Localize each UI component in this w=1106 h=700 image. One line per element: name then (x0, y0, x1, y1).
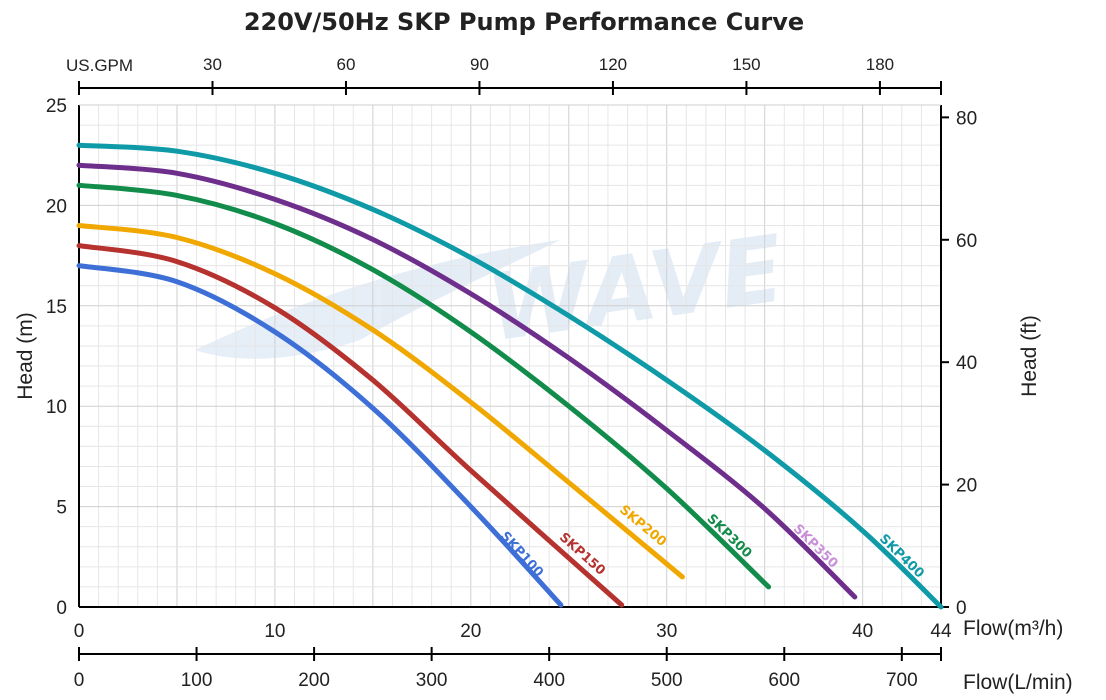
x-lpm-tick-label: 500 (651, 670, 683, 691)
x-top-axis-label: US.GPM (66, 56, 133, 75)
x-gpm-tick-label: 180 (866, 55, 894, 74)
curve-skp100 (76, 263, 564, 608)
x-tick-label: 10 (264, 621, 285, 642)
x-gpm-tick-label: 90 (470, 55, 489, 74)
x-tick-label: 44 (930, 621, 952, 642)
curve-label-skp100: SKP100 (497, 529, 546, 581)
x-tick-label: 40 (852, 621, 873, 642)
y-right-tick-label: 20 (956, 476, 977, 497)
x-lpm-tick-label: 700 (886, 670, 918, 691)
x-gpm-tick-label: 120 (599, 55, 627, 74)
x-lpm-tick-label: 400 (533, 670, 565, 691)
x-axis-label: Flow(m³/h) (963, 617, 1063, 640)
y-left-tick-label: 20 (46, 196, 67, 217)
curve-label-skp300: SKP300 (704, 512, 755, 562)
y-left-tick-label: 25 (46, 96, 67, 117)
curve-skp350 (76, 162, 858, 600)
x-secondary-axis-label: Flow(L/min) (963, 671, 1073, 694)
y-left-tick-label: 0 (56, 598, 67, 619)
x-gpm-tick-label: 150 (732, 55, 760, 74)
y-right-tick-label: 80 (956, 108, 977, 129)
curves (76, 142, 944, 610)
x-tick-label: 30 (656, 621, 677, 642)
y-axis-left-label: Head (m) (14, 312, 37, 400)
curve-skp300 (76, 182, 772, 590)
x-gpm-tick-label: 30 (203, 55, 222, 74)
x-lpm-tick-label: 300 (416, 670, 448, 691)
curve-skp400 (76, 142, 944, 610)
y-right-tick-label: 60 (956, 231, 977, 252)
x-lpm-tick-label: 100 (181, 670, 213, 691)
y-left-tick-label: 10 (46, 397, 67, 418)
x-gpm-tick-label: 60 (337, 55, 356, 74)
x-lpm-tick-label: 200 (298, 670, 330, 691)
x-tick-label: 0 (74, 621, 85, 642)
curve-skp200 (76, 223, 685, 580)
chart-title: 220V/50Hz SKP Pump Performance Curve (244, 8, 804, 36)
x-lpm-tick-label: 0 (74, 670, 85, 691)
y-axis-right-label: Head (ft) (1018, 315, 1041, 397)
watermark-wave-shape (195, 240, 560, 359)
x-tick-label: 20 (460, 621, 481, 642)
curve-skp150 (76, 243, 625, 608)
y-left-tick-label: 5 (56, 498, 67, 519)
y-right-tick-label: 0 (956, 598, 967, 619)
x-lpm-tick-label: 600 (768, 670, 800, 691)
y-left-tick-label: 15 (46, 297, 67, 318)
y-right-tick-label: 40 (956, 353, 977, 374)
